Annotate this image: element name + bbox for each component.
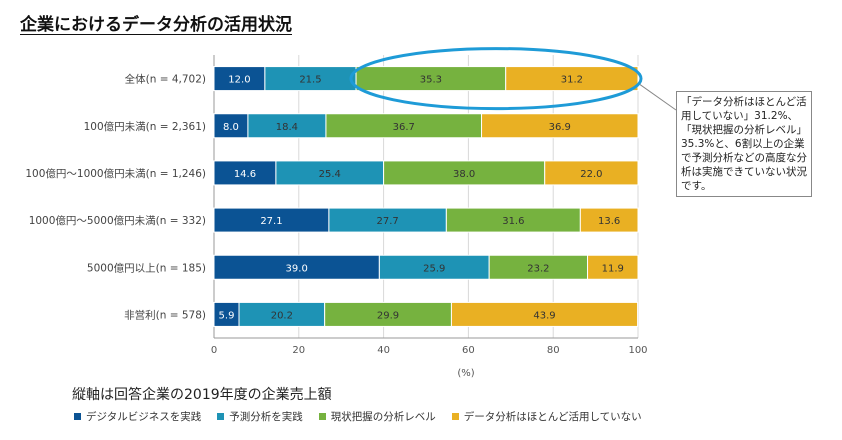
bar-segment — [213, 66, 266, 92]
bar-segment — [445, 207, 581, 233]
category-label: 100億円～1000億円未満(n = 1,246) — [25, 167, 206, 180]
bar-segment — [324, 301, 452, 327]
data-label: 27.1 — [260, 216, 282, 227]
category-label: 100億円未満(n = 2,361) — [84, 120, 206, 133]
bar-segment — [328, 207, 447, 233]
x-tick-label: 40 — [377, 345, 390, 356]
grid-lines — [213, 55, 639, 339]
bar-segment — [264, 66, 357, 92]
legend-label: デジタルビジネスを実践 — [86, 411, 202, 423]
data-label: 21.5 — [299, 75, 321, 86]
x-tick-label: 100 — [628, 345, 647, 356]
legend-swatch — [217, 413, 225, 420]
data-label: 25.4 — [319, 169, 341, 180]
x-tick-label: 0 — [211, 345, 217, 356]
callout-connector — [639, 84, 677, 111]
data-label: 22.0 — [580, 169, 602, 180]
bar-segment — [587, 254, 639, 280]
chart-title: 企業におけるデータ分析の活用状況 — [20, 15, 292, 35]
callout-box: 「データ分析はほとんど活用していない」31.2%、「現状把握の分析レベル」35.… — [676, 91, 812, 197]
bar-segment — [355, 66, 507, 92]
data-label: 36.7 — [393, 122, 415, 133]
category-label: 非営利(n = 578) — [124, 308, 206, 321]
data-label: 14.6 — [234, 169, 256, 180]
legend: デジタルビジネスを実践 予測分析を実践 現状把握の分析レベル データ分析はほとんど活用… — [74, 409, 642, 424]
bar-segment — [325, 113, 483, 139]
legend-label: データ分析はほとんど活用していない — [463, 411, 642, 423]
legend-label: 予測分析を実践 — [229, 411, 303, 423]
data-label: 8.0 — [223, 122, 239, 133]
bar-segment — [579, 207, 639, 233]
bar-segment — [383, 160, 546, 186]
data-label: 43.9 — [533, 310, 555, 321]
bar-segment — [238, 301, 326, 327]
data-label: 5.9 — [219, 310, 235, 321]
data-label: 13.6 — [598, 216, 620, 227]
x-axis-label: (%) — [457, 368, 474, 379]
category-label: 5000億円以上(n = 185) — [87, 261, 206, 274]
data-label: 39.0 — [286, 263, 308, 274]
data-label: 29.9 — [377, 310, 399, 321]
legend-item: デジタルビジネスを実践 — [74, 409, 201, 424]
legend-item: データ分析はほとんど活用していない — [451, 409, 642, 424]
bar-segment — [505, 66, 639, 92]
legend-swatch — [318, 413, 326, 420]
x-axis-ticks: 0 20 40 60 80 100 — [211, 345, 648, 356]
bar-segment — [544, 160, 639, 186]
category-label: 1000億円～5000億円未満(n = 332) — [29, 214, 206, 227]
category-labels: 全体(n = 4,702) 100億円未満(n = 2,361) 100億円～100… — [25, 73, 206, 322]
data-label: 25.9 — [423, 263, 445, 274]
legend-item: 現状把握の分析レベル — [318, 409, 436, 424]
bar-segment — [450, 301, 639, 327]
legend-swatch — [74, 413, 81, 420]
bar-segment — [275, 160, 385, 186]
data-label: 11.9 — [602, 263, 624, 274]
data-label: 31.2 — [561, 75, 583, 86]
data-label: 12.0 — [228, 75, 250, 86]
bar-segment — [213, 207, 330, 233]
axis-note: 縦軸は回答企業の2019年度の企業売上額 — [72, 387, 332, 403]
x-tick-label: 60 — [462, 345, 475, 356]
bar-segment — [488, 254, 589, 280]
bar-segment — [378, 254, 490, 280]
x-tick-label: 20 — [292, 345, 305, 356]
bar-segment — [213, 254, 380, 280]
legend-label: 現状把握の分析レベル — [330, 411, 436, 423]
legend-swatch — [451, 413, 459, 420]
data-label: 20.2 — [271, 310, 293, 321]
bar-segment — [481, 113, 639, 139]
category-label: 全体(n = 4,702) — [125, 73, 206, 86]
legend-item: 予測分析を実践 — [217, 409, 303, 424]
data-label: 27.7 — [376, 216, 398, 227]
x-tick-label: 80 — [547, 345, 560, 356]
data-label: 23.2 — [527, 263, 549, 274]
bar-segment — [213, 113, 249, 139]
data-label: 35.3 — [420, 75, 442, 86]
data-label: 36.9 — [549, 122, 571, 133]
data-label: 18.4 — [276, 122, 298, 133]
data-label: 38.0 — [453, 169, 475, 180]
highlight-ellipse — [349, 47, 643, 111]
data-label: 31.6 — [502, 216, 524, 227]
bars: 12.0 21.5 35.3 31.2 8.0 18.4 36.7 36.9 14.6 25.4 3… — [213, 66, 639, 327]
